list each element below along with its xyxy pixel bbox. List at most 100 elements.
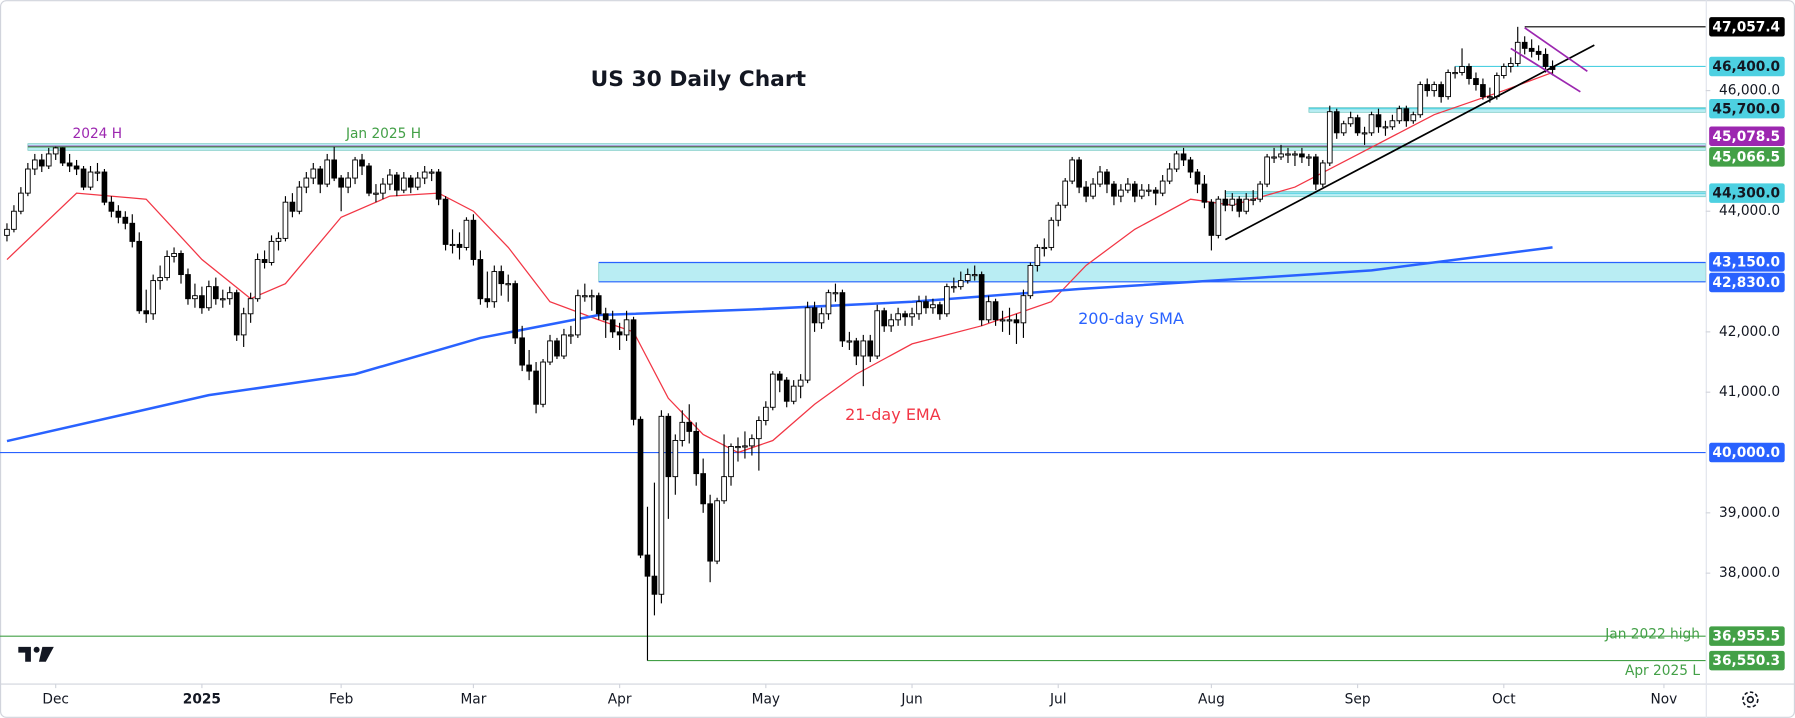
candle-body — [1076, 159, 1082, 188]
candle-body — [881, 310, 888, 327]
candle-body — [1319, 162, 1326, 185]
candle-body — [1208, 201, 1215, 236]
price-label: 44,300.0 — [1712, 186, 1780, 202]
candle-body — [853, 340, 860, 357]
candle-body — [59, 147, 66, 164]
candle-body — [1417, 84, 1424, 116]
candle-body — [769, 373, 776, 408]
candle-body — [1403, 108, 1410, 122]
candle-body — [1292, 153, 1298, 156]
price-label: 43,150.0 — [1712, 254, 1780, 270]
candle-body — [31, 159, 38, 170]
candle-body — [1013, 319, 1020, 324]
price-label-box — [1709, 56, 1785, 77]
candle-body — [212, 286, 219, 300]
level-note: Jan 2022 high — [1604, 626, 1700, 642]
candle-body — [686, 421, 693, 432]
candle-body — [1250, 198, 1256, 201]
settings-icon[interactable] — [1742, 691, 1759, 708]
price-label-box — [1709, 126, 1785, 146]
candle-body — [4, 228, 10, 236]
candle-body — [1159, 180, 1166, 194]
candle-body — [575, 295, 581, 336]
candle-body — [289, 201, 296, 212]
candle-body — [206, 286, 212, 309]
candle-body — [505, 283, 512, 286]
candle-body — [233, 292, 240, 336]
candle-body — [937, 304, 943, 315]
candle-body — [366, 165, 372, 194]
candle-body — [1542, 53, 1549, 67]
candle-body — [818, 313, 825, 324]
candle-body — [178, 253, 184, 276]
candle-body — [338, 177, 344, 188]
candle-body — [971, 274, 978, 277]
candle-body — [1020, 295, 1027, 324]
x-tick-label: May — [752, 692, 780, 708]
candle-body — [874, 310, 881, 357]
candle-body — [303, 177, 310, 188]
candle-body — [1473, 78, 1479, 86]
candle-body — [728, 446, 734, 478]
candle-body — [595, 295, 602, 315]
candle-body — [449, 243, 456, 247]
candle-body — [1152, 189, 1159, 194]
candle-body — [672, 439, 679, 478]
x-tick-label: Oct — [1492, 692, 1516, 708]
candle-body — [616, 331, 623, 336]
candle-body — [950, 286, 957, 289]
candle-body — [52, 147, 59, 155]
candle-body — [811, 307, 818, 324]
series-label: 21-day EMA — [845, 405, 941, 424]
candle-body — [199, 295, 205, 309]
candle-body — [1194, 171, 1201, 185]
moving-average-line — [6, 246, 1553, 443]
candle-body — [25, 168, 31, 194]
y-tick-label: 41,000.0 — [1719, 384, 1780, 400]
candle-body — [1083, 186, 1089, 197]
candle-body — [80, 168, 87, 188]
price-label: 40,000.0 — [1712, 445, 1780, 461]
candle-body — [1382, 126, 1389, 129]
candle-body — [192, 295, 198, 300]
candle-body — [1396, 108, 1403, 122]
y-tick-label: 38,000.0 — [1719, 565, 1780, 581]
candle-body — [1340, 123, 1347, 134]
candle-body — [400, 177, 407, 191]
candle-body — [1299, 153, 1305, 158]
candle-body — [658, 415, 665, 595]
plot-area — [0, 26, 1707, 662]
candle-body — [150, 280, 156, 315]
trendline — [1510, 47, 1581, 93]
candle-body — [1466, 66, 1472, 79]
candle-body — [1368, 114, 1375, 134]
candle-body — [714, 500, 720, 562]
candle-body — [526, 364, 532, 372]
level-note: Jan 2025 H — [345, 126, 421, 142]
price-label-box — [1709, 252, 1785, 272]
candle-body — [240, 313, 247, 336]
candle-body — [491, 271, 498, 303]
candle-body — [1535, 50, 1542, 55]
price-label: 42,830.0 — [1712, 275, 1780, 291]
candle-body — [1243, 198, 1250, 212]
candle-body — [11, 210, 17, 230]
candle-body — [1271, 156, 1277, 159]
candle-body — [498, 271, 505, 285]
candle-body — [1459, 66, 1465, 73]
candle-body — [895, 313, 901, 321]
candle-body — [1027, 265, 1034, 297]
candle-body — [428, 171, 435, 174]
candle-body — [1347, 117, 1354, 125]
candle-body — [38, 159, 45, 167]
candle-body — [373, 192, 379, 195]
candle-body — [700, 473, 706, 505]
candle-body — [756, 420, 762, 440]
candle-body — [839, 292, 846, 342]
candle-body — [1118, 189, 1124, 197]
candle-body — [797, 379, 804, 387]
price-label-box — [1709, 626, 1785, 646]
x-tick-label: Feb — [329, 692, 353, 708]
candle-body — [421, 171, 428, 179]
